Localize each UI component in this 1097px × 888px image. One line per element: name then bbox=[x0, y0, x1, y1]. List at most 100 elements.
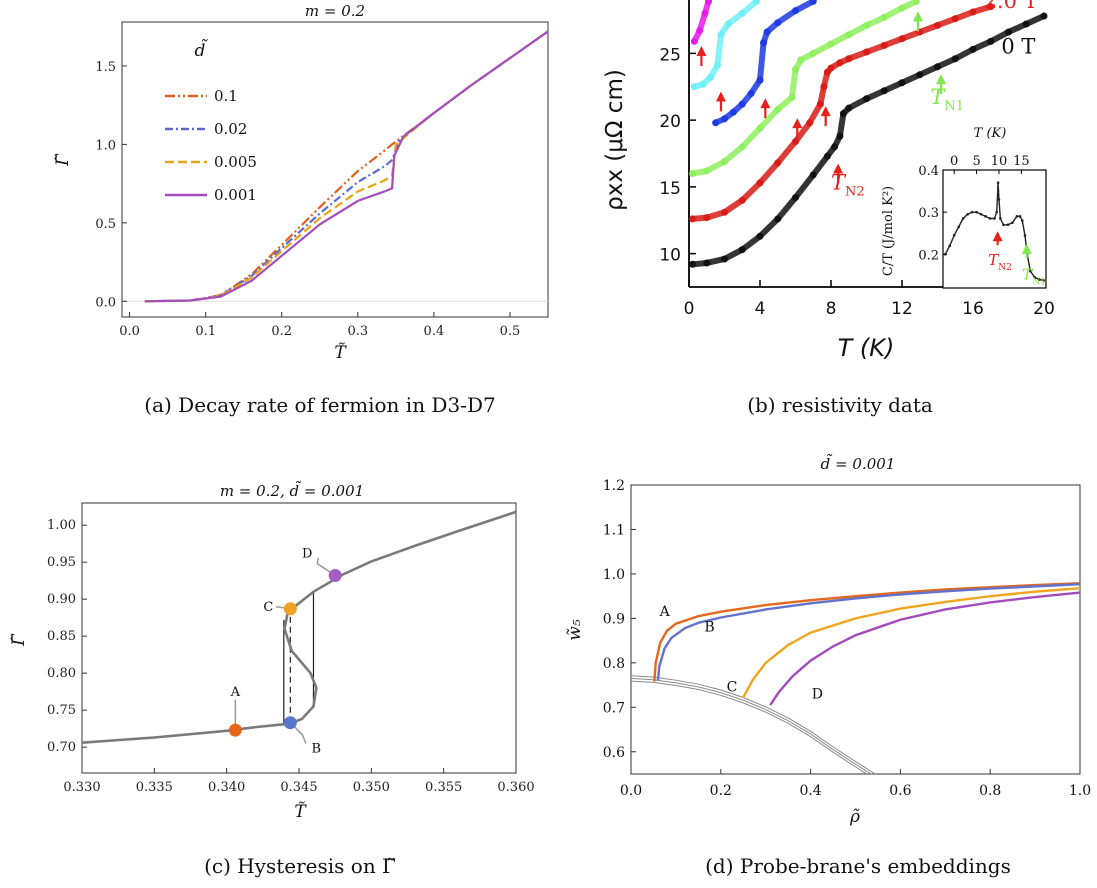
panel-b-inset-point bbox=[957, 225, 960, 229]
panel-a-series bbox=[144, 30, 549, 303]
panel-c-point-marker-A bbox=[228, 723, 242, 737]
panel-d-ytick-label: 1.2 bbox=[603, 478, 625, 494]
panel-d-xtick-label: 0.4 bbox=[799, 783, 821, 799]
panel-b-data-point bbox=[706, 73, 714, 81]
panel-b-inset-curve bbox=[944, 182, 1044, 282]
panel-c-points: A B C D bbox=[228, 546, 342, 757]
panel-b-inset-point bbox=[984, 215, 987, 218]
panel-c-xtick-label: 0.335 bbox=[136, 780, 173, 795]
panel-c-point-leader bbox=[316, 557, 336, 577]
panel-a-ylabel: Γ̃ bbox=[53, 153, 73, 167]
panel-d-embedding-D bbox=[769, 591, 1080, 706]
panel-b-ylabel: ρxx (μΩ cm) bbox=[602, 69, 628, 211]
panel-b-data-point bbox=[724, 20, 732, 28]
panel-b-data-point bbox=[934, 63, 941, 71]
panel-b-data-point bbox=[729, 108, 737, 116]
panel-b-data-point bbox=[792, 65, 799, 73]
panel-a-xtick-label: 0.4 bbox=[424, 324, 445, 339]
panel-c-ytick-label: 0.70 bbox=[47, 740, 76, 755]
panel-d-background-curve bbox=[631, 677, 872, 774]
caption-a: (a) Decay rate of fermion in D3-D7 bbox=[144, 393, 495, 417]
panel-b-data-point bbox=[705, 0, 713, 5]
panel-a-series-line-0.02 bbox=[144, 30, 549, 303]
panel-d-ticks: 0.0 0.2 0.4 0.6 0.8 1.0 0.6 0.7 0.8 0.9 1.0 1.1 1.2 bbox=[603, 478, 1091, 799]
panel-b-data-point bbox=[809, 171, 817, 179]
panel-c-xtick-label: 0.350 bbox=[353, 780, 390, 795]
panel-b-data-point bbox=[816, 100, 824, 108]
panel-b-series-magenta bbox=[690, 0, 713, 45]
panel-b-inset-xtick-label: 10 bbox=[991, 154, 1008, 169]
panel-b-data-point bbox=[836, 132, 844, 140]
panel-c-series bbox=[81, 510, 517, 744]
panel-b-inset-frame bbox=[942, 169, 1047, 289]
panel-b-inset-point bbox=[1002, 223, 1005, 227]
panel-b-data-point bbox=[1005, 28, 1012, 36]
panel-b-data-point bbox=[806, 119, 814, 127]
panel-a-legend-entry: 0.02 bbox=[214, 120, 247, 138]
panel-a-legend-entry: 0.001 bbox=[214, 186, 257, 204]
panel-b-data-point bbox=[703, 259, 711, 267]
panel-b-data-point bbox=[696, 27, 704, 35]
panel-b-data-point bbox=[699, 80, 707, 88]
panel-b-inset-label: TN1 bbox=[1022, 266, 1046, 288]
panel-b-data-point bbox=[912, 0, 920, 5]
panel-b-inset-point bbox=[979, 212, 983, 216]
panel-c-title: m = 0.2, d̃ = 0.001 bbox=[220, 481, 364, 500]
panel-b-xlabel: T (K) bbox=[838, 334, 895, 362]
panel-b-data-point bbox=[689, 215, 697, 223]
panel-b-data-point bbox=[880, 13, 888, 21]
panel-b-data-point bbox=[712, 119, 720, 127]
panel-b-transition-label: TN1 bbox=[930, 85, 964, 114]
panel-b-inset-point bbox=[1020, 219, 1024, 222]
panel-b-data-point bbox=[756, 179, 764, 187]
panel-b-transition-arrow bbox=[912, 11, 923, 32]
panel-b-data-point bbox=[845, 31, 853, 39]
panel-b-data-point bbox=[774, 215, 782, 223]
panel-b-data-point bbox=[774, 105, 782, 113]
panel-a-ytick-label: 1.5 bbox=[95, 60, 116, 75]
panel-b-xtick-label: 0 bbox=[684, 299, 695, 319]
panel-c-ytick-label: 0.95 bbox=[47, 555, 76, 570]
panel-d-xtick-label: 0.2 bbox=[710, 783, 732, 799]
panel-c-point-marker-B bbox=[283, 716, 297, 730]
panel-b-transition-arrow bbox=[820, 106, 831, 127]
panel-d-background-curve bbox=[631, 675, 877, 774]
panel-c-point-marker-C bbox=[283, 602, 297, 616]
panel-b-xtick-label: 12 bbox=[891, 299, 913, 319]
panel-d-ytick-label: 0.6 bbox=[603, 745, 625, 761]
panel-b-data-point bbox=[756, 124, 764, 132]
panel-b-data-point bbox=[845, 104, 853, 112]
panel-b-xtick-label: 20 bbox=[1033, 299, 1055, 319]
panel-b-data-point bbox=[809, 49, 817, 57]
panel-b-inset-point bbox=[1042, 279, 1046, 282]
panel-a-legend: d̃ 0.1 0.02 0.005 0.001 bbox=[165, 39, 257, 204]
panel-b-inset-point bbox=[993, 217, 996, 220]
panel-a-ytick-label: 0.5 bbox=[95, 217, 116, 232]
panel-b-data-point bbox=[703, 167, 711, 175]
panel-c-ylabel: Γ̃ bbox=[9, 633, 29, 647]
panel-b-transition-label: TN2 bbox=[831, 171, 865, 200]
panel-a-xtick-label: 0.3 bbox=[347, 324, 368, 339]
caption-b: (b) resistivity data bbox=[747, 393, 933, 417]
panel-d-xtick-label: 0.6 bbox=[889, 783, 911, 799]
panel-b-data-point bbox=[738, 246, 746, 254]
panel-d-xtick-label: 1.0 bbox=[1069, 783, 1091, 799]
panel-b-data-point bbox=[820, 83, 828, 91]
panel-b-data-point bbox=[823, 152, 831, 160]
panel-b-data-point bbox=[916, 71, 924, 79]
panel-a-xlabel: T̃ bbox=[334, 343, 347, 363]
panel-b-inset-point bbox=[975, 210, 978, 214]
panel-c-point-marker-D bbox=[328, 568, 342, 582]
panel-b-data-point bbox=[898, 4, 906, 12]
panel-c-plot-frame bbox=[81, 502, 517, 774]
panel-d-curve-label: B bbox=[704, 620, 714, 636]
panel-c-ytick-label: 0.90 bbox=[47, 592, 76, 607]
panel-b-data-point bbox=[987, 3, 995, 11]
panel-d-embedding-A bbox=[653, 582, 1080, 682]
panel-a-series-line-0.005 bbox=[144, 30, 549, 303]
panel-b-data-point bbox=[898, 79, 906, 87]
panel-b-inset-label: TN2 bbox=[988, 251, 1012, 273]
panel-d-curve-label: A bbox=[659, 604, 671, 620]
panel-b-data-point bbox=[797, 56, 805, 64]
